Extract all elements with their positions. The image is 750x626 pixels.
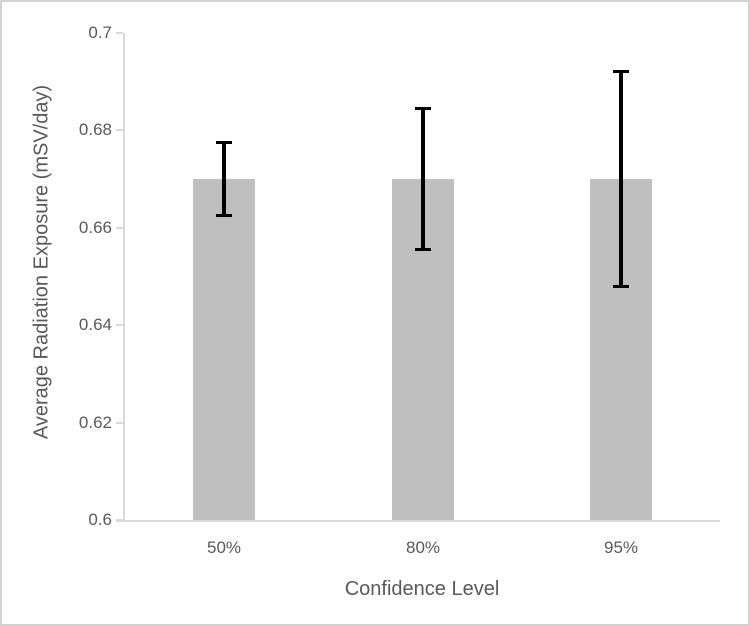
- y-tick-label: 0.7: [88, 23, 112, 42]
- error-bar-line: [619, 71, 623, 287]
- x-axis-title: Confidence Level: [344, 578, 500, 600]
- error-bar-cap-top: [613, 70, 629, 73]
- x-axis-line: [116, 520, 720, 522]
- error-bar-cap-bottom: [415, 248, 431, 251]
- error-bar-line: [421, 108, 425, 249]
- y-axis-line: [123, 33, 125, 522]
- y-tick-mark: [116, 129, 123, 131]
- y-tick-label: 0.64: [78, 315, 112, 334]
- y-tick-label: 0.62: [78, 413, 112, 432]
- y-tick-mark: [116, 227, 123, 229]
- y-tick-mark: [116, 519, 123, 521]
- error-bar-line: [222, 142, 226, 216]
- error-bar-cap-bottom: [216, 214, 232, 217]
- y-tick-label: 0.6: [88, 510, 112, 529]
- y-tick-label: 0.68: [78, 120, 112, 139]
- x-category-label: 95%: [603, 538, 639, 557]
- bar: [193, 179, 255, 520]
- y-tick-label: 0.66: [78, 218, 112, 237]
- x-category-label: 80%: [405, 538, 441, 557]
- y-tick-mark: [116, 422, 123, 424]
- x-category-label: 50%: [206, 538, 242, 557]
- y-tick-mark: [116, 32, 123, 34]
- error-bar-cap-top: [415, 107, 431, 110]
- error-bar-cap-bottom: [613, 285, 629, 288]
- y-tick-mark: [116, 324, 123, 326]
- error-bar-cap-top: [216, 141, 232, 144]
